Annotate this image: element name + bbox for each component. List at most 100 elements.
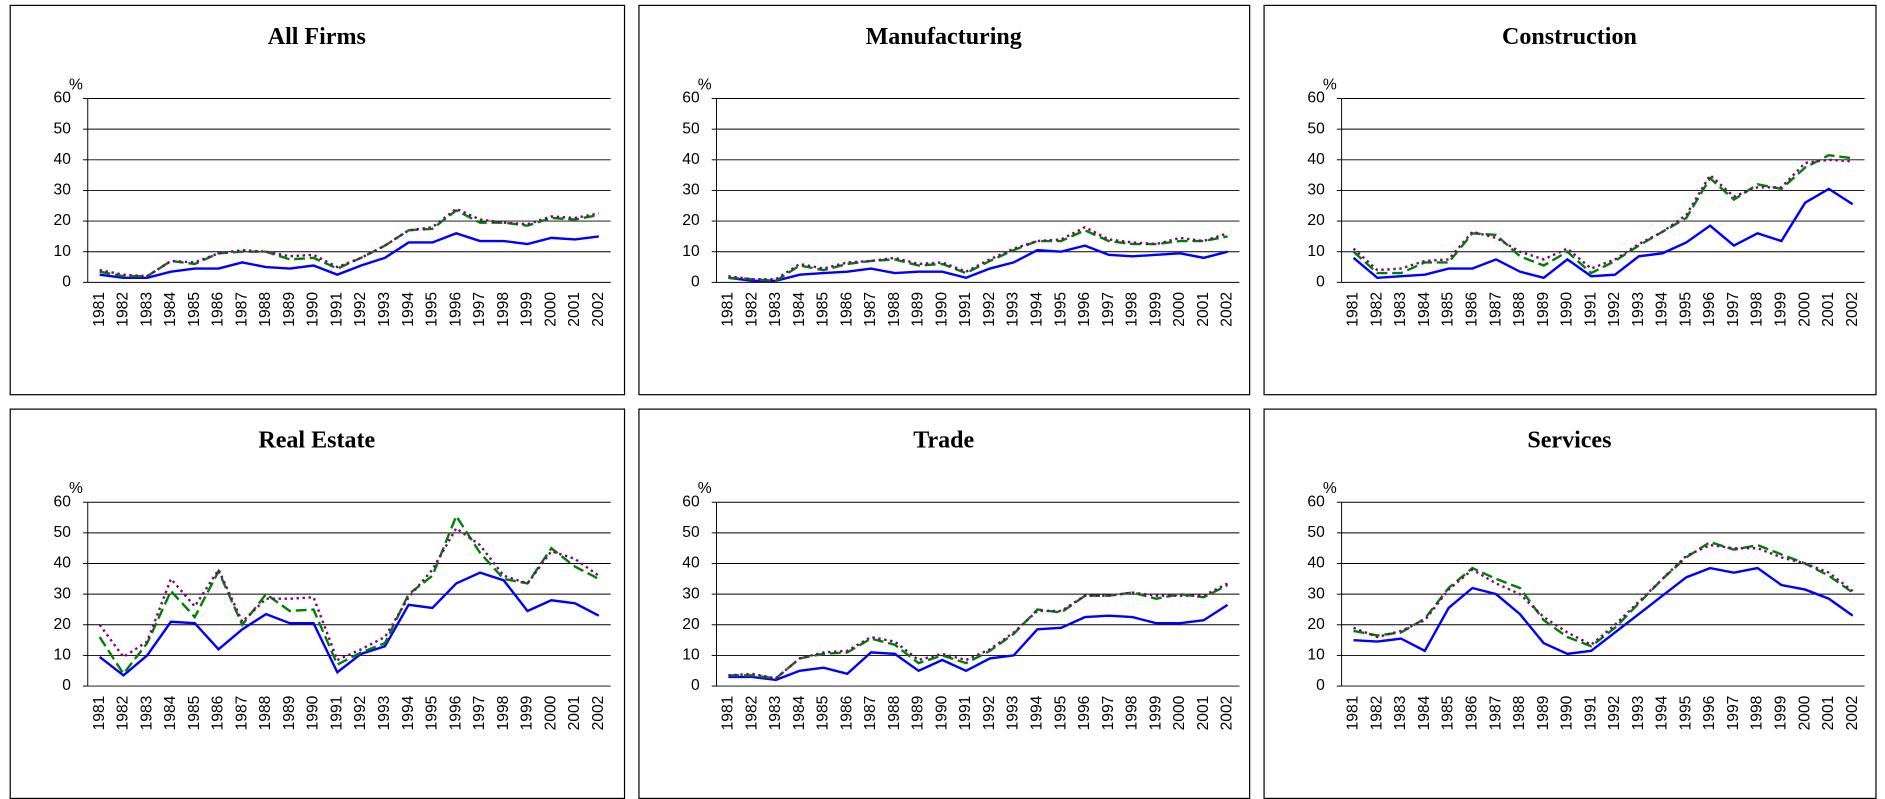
y-axis-label: %	[1323, 76, 1337, 93]
x-tick-label: 1995	[424, 695, 441, 730]
x-tick-label: 1996	[1076, 292, 1093, 327]
y-tick-label: 30	[54, 182, 72, 199]
x-tick-label: 1981	[91, 696, 108, 731]
y-axis-label: %	[698, 76, 712, 93]
x-tick-label: 1993	[1630, 292, 1647, 327]
y-tick-label: 20	[1307, 212, 1325, 229]
chart-title: Manufacturing	[866, 24, 1022, 50]
y-tick-label: 40	[1307, 555, 1325, 572]
x-tick-label: 1998	[1749, 696, 1766, 731]
y-tick-label: 50	[1307, 120, 1325, 137]
y-tick-label: 0	[62, 273, 71, 290]
x-tick-label: 1987	[862, 292, 879, 327]
series-line	[728, 583, 1229, 680]
x-tick-label: 1991	[957, 292, 974, 327]
y-tick-label: 10	[682, 647, 700, 664]
x-tick-label: 1994	[1654, 695, 1671, 730]
y-tick-label: 60	[54, 90, 72, 107]
x-tick-label: 1988	[886, 696, 903, 731]
x-tick-label: 1990	[305, 292, 322, 327]
x-tick-label: 1994	[400, 695, 417, 730]
x-tick-label: 2000	[542, 695, 559, 730]
y-tick-label: 20	[682, 212, 700, 229]
x-tick-label: 2000	[1171, 292, 1188, 327]
x-tick-label: 1999	[519, 292, 536, 327]
x-tick-label: 1984	[791, 695, 808, 730]
x-tick-label: 2001	[566, 696, 583, 731]
x-tick-label: 1989	[281, 292, 298, 327]
chart-title: Trade	[913, 428, 974, 454]
y-tick-label: 0	[691, 273, 700, 290]
y-tick-label: 60	[682, 493, 700, 510]
chart-title: Construction	[1502, 24, 1637, 50]
x-tick-label: 1994	[1029, 292, 1046, 327]
x-tick-label: 1990	[933, 292, 950, 327]
x-tick-label: 2002	[1219, 292, 1236, 327]
series-line	[98, 526, 600, 662]
series-line	[99, 208, 600, 278]
panel-frame	[1263, 4, 1877, 396]
x-tick-label: 1983	[138, 696, 155, 731]
y-tick-label: 40	[54, 151, 72, 168]
x-tick-label: 1985	[815, 292, 832, 327]
x-tick-label: 1986	[210, 292, 227, 327]
y-tick-label: 20	[54, 212, 72, 229]
x-tick-label: 1996	[447, 292, 464, 327]
x-tick-label: 1983	[1392, 292, 1409, 327]
chart-title: Real Estate	[258, 428, 375, 454]
x-tick-label: 1984	[162, 292, 179, 327]
y-tick-label: 40	[1307, 151, 1325, 168]
x-tick-label: 1997	[1725, 292, 1742, 327]
y-tick-label: 50	[682, 524, 700, 541]
series-line	[728, 244, 1228, 282]
x-tick-label: 1993	[1005, 292, 1022, 327]
x-tick-label: 1987	[233, 696, 250, 731]
x-tick-label: 1981	[1345, 292, 1362, 327]
y-tick-label: 10	[1307, 243, 1325, 260]
y-tick-label: 40	[682, 555, 700, 572]
x-tick-label: 1991	[328, 292, 345, 327]
x-tick-label: 1982	[1368, 292, 1385, 327]
y-tick-label: 50	[1307, 524, 1325, 541]
y-axis-label: %	[69, 480, 83, 497]
panel-frame	[638, 4, 1251, 396]
x-tick-label: 2001	[566, 292, 583, 327]
x-tick-label: 1995	[1677, 292, 1694, 327]
x-tick-label: 1997	[471, 696, 488, 731]
x-tick-label: 1989	[1535, 696, 1552, 731]
x-tick-label: 1998	[1124, 696, 1141, 731]
x-tick-label: 1981	[1345, 696, 1362, 731]
x-tick-label: 1988	[886, 292, 903, 327]
x-tick-label: 1988	[1511, 696, 1528, 731]
y-tick-label: 0	[1316, 273, 1325, 290]
x-tick-label: 1989	[1535, 292, 1552, 327]
x-tick-label: 1990	[305, 695, 322, 730]
x-tick-label: 2000	[542, 292, 559, 327]
y-tick-label: 30	[54, 585, 72, 602]
x-tick-label: 1985	[815, 695, 832, 730]
x-tick-label: 2002	[590, 292, 607, 327]
x-tick-label: 1985	[186, 695, 203, 730]
y-tick-label: 10	[54, 243, 72, 260]
x-tick-label: 1982	[1368, 696, 1385, 731]
y-tick-label: 20	[682, 616, 700, 633]
x-tick-label: 1983	[767, 696, 784, 731]
x-tick-label: 1991	[1582, 696, 1599, 731]
x-tick-label: 1981	[91, 292, 108, 327]
x-tick-label: 1984	[1416, 292, 1433, 327]
y-axis-label: %	[69, 76, 83, 93]
x-tick-label: 1989	[910, 292, 927, 327]
x-tick-label: 1996	[1701, 696, 1718, 731]
x-tick-label: 1982	[743, 292, 760, 327]
x-tick-label: 1984	[791, 292, 808, 327]
series-line	[1352, 158, 1853, 272]
x-tick-label: 1993	[1005, 696, 1022, 731]
y-tick-label: 20	[54, 616, 72, 633]
x-tick-label: 1996	[1076, 696, 1093, 731]
y-tick-label: 60	[1307, 493, 1325, 510]
x-tick-label: 1985	[186, 292, 203, 327]
x-tick-label: 1992	[1606, 292, 1623, 327]
y-tick-label: 30	[682, 585, 700, 602]
x-tick-label: 1990	[933, 695, 950, 730]
